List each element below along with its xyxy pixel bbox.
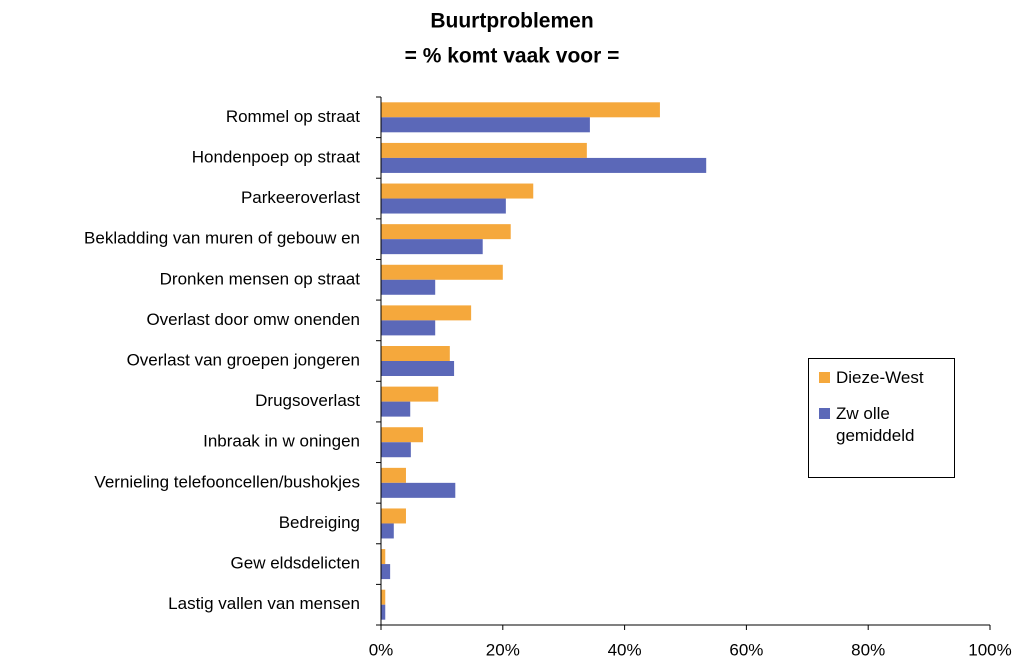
bar (381, 305, 472, 321)
bar (381, 564, 391, 580)
y-tick-label: Overlast van groepen jongeren (127, 350, 360, 369)
bar (381, 401, 411, 417)
bar (381, 157, 707, 173)
bar (381, 386, 439, 402)
legend-swatch (819, 408, 830, 419)
bar (381, 482, 456, 498)
y-tick-label: Inbraak in w oningen (203, 432, 360, 451)
y-tick-label: Drugsoverlast (255, 391, 360, 410)
bar (381, 467, 406, 483)
y-tick-label: Bedreiging (279, 513, 360, 532)
bar (381, 589, 386, 605)
y-tick-label: Overlast door omw onenden (146, 310, 360, 329)
bar (381, 320, 436, 336)
y-tick-label: Dronken mensen op straat (160, 269, 361, 288)
bar (381, 224, 511, 240)
bar (381, 361, 455, 376)
bar (381, 346, 450, 361)
x-tick-label: 40% (608, 640, 642, 659)
bar (381, 442, 411, 458)
bar (381, 183, 534, 199)
bar (381, 142, 587, 158)
bar (381, 279, 436, 295)
x-tick-label: 100% (968, 640, 1011, 659)
y-tick-label: Vernieling telefooncellen/bushokjes (94, 472, 360, 491)
legend-label: Zw olle gemiddeld (836, 404, 915, 445)
legend: Dieze-West Zw olle gemiddeld (808, 358, 955, 478)
x-tick-label: 80% (851, 640, 885, 659)
y-tick-label: Hondenpoep op straat (192, 147, 361, 166)
chart-title: Buurtproblemen (430, 10, 593, 33)
bar (381, 427, 424, 443)
bar (381, 198, 506, 214)
x-tick-label: 60% (729, 640, 763, 659)
y-tick-label: Lastig vallen van mensen (168, 594, 360, 613)
legend-swatch (819, 372, 830, 383)
chart-subtitle: = % komt vaak voor = (405, 45, 620, 68)
bar (381, 239, 483, 255)
x-tick-label: 0% (369, 640, 394, 659)
legend-item: Dieze-West (815, 367, 948, 389)
bar (381, 264, 503, 280)
bar (381, 549, 386, 565)
bar (381, 117, 590, 133)
legend-item: Zw olle gemiddeld (815, 403, 948, 447)
x-tick-label: 20% (486, 640, 520, 659)
y-tick-label: Rommel op straat (226, 107, 360, 126)
y-tick-label: Bekladding van muren of gebouw en (84, 229, 360, 248)
bar (381, 508, 406, 524)
y-tick-label: Gew eldsdelicten (231, 554, 360, 573)
bar (381, 523, 394, 539)
legend-label: Dieze-West (836, 368, 924, 387)
bar (381, 102, 660, 118)
bar (381, 604, 386, 620)
y-tick-label: Parkeeroverlast (241, 188, 360, 207)
